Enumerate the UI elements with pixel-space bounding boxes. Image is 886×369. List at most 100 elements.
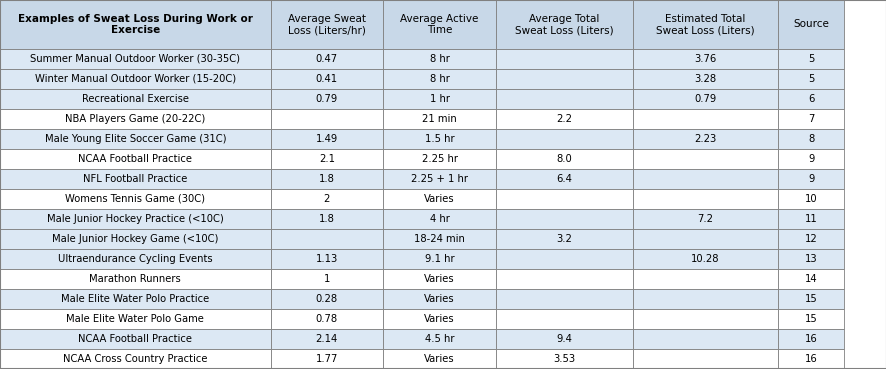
Bar	[0, 49, 270, 69]
Bar	[270, 269, 383, 289]
Text: Average Sweat
Loss (Liters/hr): Average Sweat Loss (Liters/hr)	[288, 14, 365, 35]
Bar	[270, 309, 383, 329]
Text: NCAA Cross Country Practice: NCAA Cross Country Practice	[63, 354, 207, 364]
Bar	[633, 49, 777, 69]
Bar	[633, 309, 777, 329]
Text: Estimated Total
Sweat Loss (Liters): Estimated Total Sweat Loss (Liters)	[656, 14, 754, 35]
Text: Varies: Varies	[424, 354, 455, 364]
Text: 21 min: 21 min	[422, 114, 456, 124]
Text: 8.0: 8.0	[556, 154, 571, 164]
Text: 8: 8	[807, 134, 813, 144]
Bar	[777, 329, 843, 349]
Bar	[777, 269, 843, 289]
Text: Source: Source	[792, 19, 828, 30]
Bar	[0, 209, 270, 229]
Bar	[495, 309, 633, 329]
Text: 1.77: 1.77	[315, 354, 338, 364]
Bar	[383, 109, 495, 129]
Text: Summer Manual Outdoor Worker (30-35C): Summer Manual Outdoor Worker (30-35C)	[30, 54, 240, 64]
Text: Womens Tennis Game (30C): Womens Tennis Game (30C)	[66, 194, 205, 204]
Bar	[0, 89, 270, 109]
Text: 6: 6	[807, 94, 813, 104]
Bar	[495, 109, 633, 129]
Bar	[270, 329, 383, 349]
Text: 16: 16	[804, 334, 817, 344]
Text: 0.78: 0.78	[315, 314, 338, 324]
Text: 15: 15	[804, 294, 817, 304]
Bar	[495, 289, 633, 309]
Text: 2.14: 2.14	[315, 334, 338, 344]
Text: Male Junior Hockey Game (<10C): Male Junior Hockey Game (<10C)	[52, 234, 218, 244]
Bar	[383, 209, 495, 229]
Bar	[495, 329, 633, 349]
Bar	[383, 269, 495, 289]
Text: Winter Manual Outdoor Worker (15-20C): Winter Manual Outdoor Worker (15-20C)	[35, 74, 236, 84]
Bar	[495, 249, 633, 269]
Bar	[383, 169, 495, 189]
Bar	[270, 349, 383, 369]
Bar	[633, 149, 777, 169]
Text: 2.23: 2.23	[694, 134, 716, 144]
Text: 3.28: 3.28	[694, 74, 716, 84]
Bar	[777, 89, 843, 109]
Bar	[0, 269, 270, 289]
Text: 10: 10	[804, 194, 817, 204]
Text: 2: 2	[323, 194, 330, 204]
Text: 16: 16	[804, 354, 817, 364]
Text: 9: 9	[807, 174, 813, 184]
Bar	[0, 169, 270, 189]
Bar	[633, 89, 777, 109]
Bar	[495, 169, 633, 189]
Bar	[633, 249, 777, 269]
Bar	[777, 309, 843, 329]
Text: Varies: Varies	[424, 294, 455, 304]
Text: NFL Football Practice: NFL Football Practice	[83, 174, 187, 184]
Bar	[383, 229, 495, 249]
Bar	[270, 69, 383, 89]
Text: 5: 5	[807, 54, 813, 64]
Text: 10.28: 10.28	[690, 254, 719, 264]
Bar	[495, 189, 633, 209]
Text: 15: 15	[804, 314, 817, 324]
Bar	[777, 209, 843, 229]
Bar	[777, 149, 843, 169]
Text: 18-24 min: 18-24 min	[414, 234, 464, 244]
Bar	[0, 69, 270, 89]
Text: 1: 1	[323, 274, 330, 284]
Bar	[495, 229, 633, 249]
Bar	[270, 189, 383, 209]
Text: 2.1: 2.1	[318, 154, 335, 164]
Bar	[633, 229, 777, 249]
Text: 0.79: 0.79	[315, 94, 338, 104]
Bar	[495, 129, 633, 149]
Bar	[633, 329, 777, 349]
Bar	[270, 129, 383, 149]
Text: 1.5 hr: 1.5 hr	[424, 134, 454, 144]
Text: 7: 7	[807, 114, 813, 124]
Bar	[383, 329, 495, 349]
Bar	[270, 149, 383, 169]
Bar	[0, 0, 270, 49]
Bar	[495, 269, 633, 289]
Text: 3.2: 3.2	[556, 234, 571, 244]
Bar	[777, 169, 843, 189]
Text: Male Young Elite Soccer Game (31C): Male Young Elite Soccer Game (31C)	[44, 134, 226, 144]
Text: Male Elite Water Polo Practice: Male Elite Water Polo Practice	[61, 294, 209, 304]
Text: Marathon Runners: Marathon Runners	[89, 274, 181, 284]
Text: 7.2: 7.2	[696, 214, 713, 224]
Text: 1.8: 1.8	[319, 174, 334, 184]
Bar	[383, 129, 495, 149]
Text: 9.4: 9.4	[556, 334, 571, 344]
Text: 14: 14	[804, 274, 817, 284]
Text: 1.8: 1.8	[319, 214, 334, 224]
Text: Average Total
Sweat Loss (Liters): Average Total Sweat Loss (Liters)	[515, 14, 613, 35]
Text: 4.5 hr: 4.5 hr	[424, 334, 454, 344]
Bar	[633, 269, 777, 289]
Bar	[633, 0, 777, 49]
Text: 0.41: 0.41	[315, 74, 338, 84]
Bar	[633, 289, 777, 309]
Text: NCAA Football Practice: NCAA Football Practice	[78, 154, 192, 164]
Bar	[633, 209, 777, 229]
Text: Examples of Sweat Loss During Work or
Exercise: Examples of Sweat Loss During Work or Ex…	[18, 14, 253, 35]
Bar	[495, 49, 633, 69]
